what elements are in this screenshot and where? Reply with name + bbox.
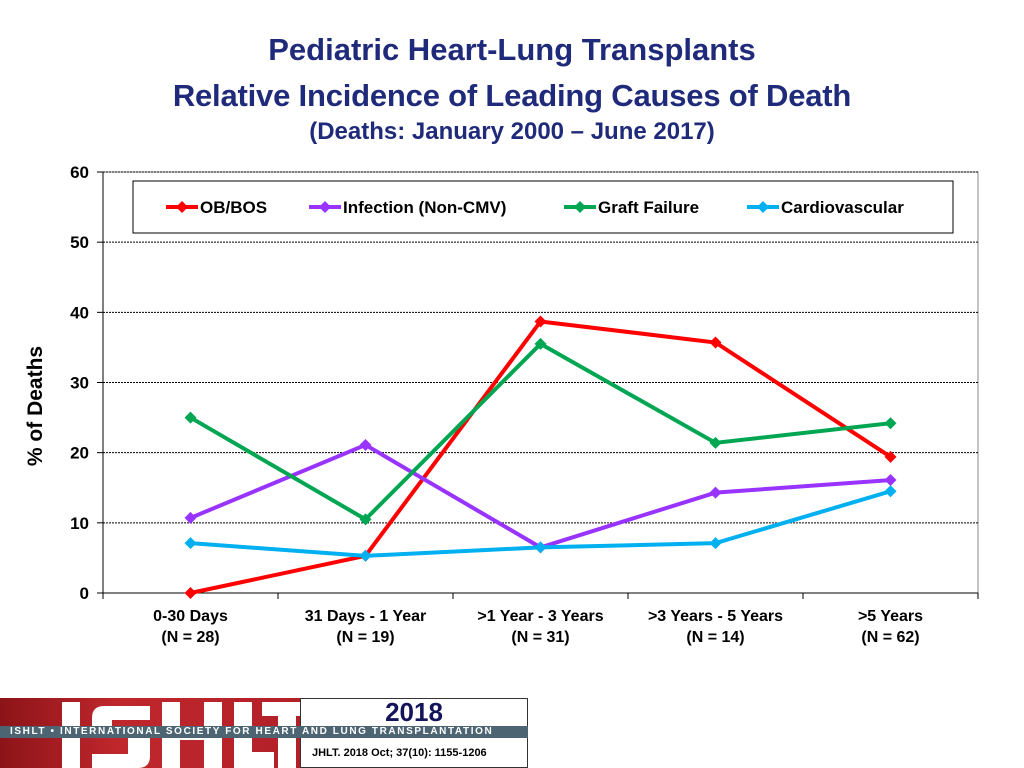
y-tick-label: 60 xyxy=(70,163,89,182)
x-tick-label-n: (N = 14) xyxy=(686,629,744,646)
y-tick-label: 30 xyxy=(70,374,89,393)
data-point xyxy=(884,485,897,498)
y-tick-label: 40 xyxy=(70,303,89,322)
legend-marker xyxy=(574,201,586,213)
series-line-1 xyxy=(189,442,891,550)
data-point xyxy=(184,511,197,524)
data-point xyxy=(184,537,197,550)
x-tick-label: 31 Days - 1 Year xyxy=(305,608,427,625)
legend-label: OB/BOS xyxy=(200,198,267,217)
y-axis-label: % of Deaths xyxy=(24,346,47,466)
plot-frame xyxy=(102,171,979,594)
data-point xyxy=(534,315,547,328)
y-tick-label: 50 xyxy=(70,233,89,252)
y-tick-label: 20 xyxy=(70,444,89,463)
x-tick-label: >3 Years - 5 Years xyxy=(648,608,783,625)
x-tick-label: 0-30 Days xyxy=(153,608,228,625)
data-point xyxy=(359,513,372,526)
data-point xyxy=(884,417,897,430)
data-point xyxy=(184,411,197,424)
chart-subtitle: Relative Incidence of Leading Causes of … xyxy=(172,78,852,113)
data-point xyxy=(709,436,722,449)
society-band: ISHLT • INTERNATIONAL SOCIETY FOR HEART … xyxy=(0,726,528,738)
legend-label: Graft Failure xyxy=(598,198,699,217)
line-chart: 0 10 20 30 40 50 60 0-30 Days (N = 28) 31 Days - … xyxy=(24,163,979,646)
legend-marker xyxy=(176,201,188,213)
x-tick-label-n: (N = 31) xyxy=(511,629,569,646)
legend-label: Cardiovascular xyxy=(781,198,904,217)
data-point xyxy=(534,337,547,350)
data-point xyxy=(884,450,897,463)
data-point xyxy=(184,587,197,599)
x-tick-label-n: (N = 19) xyxy=(336,629,394,646)
x-tick-label: >1 Year - 3 Years xyxy=(477,608,603,625)
legend-box xyxy=(132,180,954,234)
x-tick-label-n: (N = 62) xyxy=(861,629,919,646)
data-point xyxy=(709,336,722,349)
footer: 2018 ISHLT • INTERNATIONAL SOCIETY FOR H… xyxy=(0,698,528,768)
legend-marker xyxy=(757,201,769,213)
data-point xyxy=(359,438,372,451)
data-point xyxy=(359,549,372,562)
x-tick-label: >5 Years xyxy=(858,608,923,625)
data-point xyxy=(709,537,722,550)
chart-title: Pediatric Heart-Lung Transplants xyxy=(268,32,756,67)
y-tick-label: 0 xyxy=(80,584,89,603)
data-point xyxy=(884,474,897,487)
citation: JHLT. 2018 Oct; 37(10): 1155-1206 xyxy=(312,747,487,759)
legend-label: Infection (Non-CMV) xyxy=(343,198,506,217)
series-line-2 xyxy=(189,341,891,522)
data-point xyxy=(534,541,547,554)
data-point xyxy=(709,486,722,499)
chart-subtitle-dates: (Deaths: January 2000 – June 2017) xyxy=(309,118,715,145)
footer-year: 2018 xyxy=(385,698,443,726)
y-tick-label: 10 xyxy=(70,514,89,533)
legend-marker xyxy=(319,201,331,213)
x-tick-label-n: (N = 28) xyxy=(161,629,219,646)
